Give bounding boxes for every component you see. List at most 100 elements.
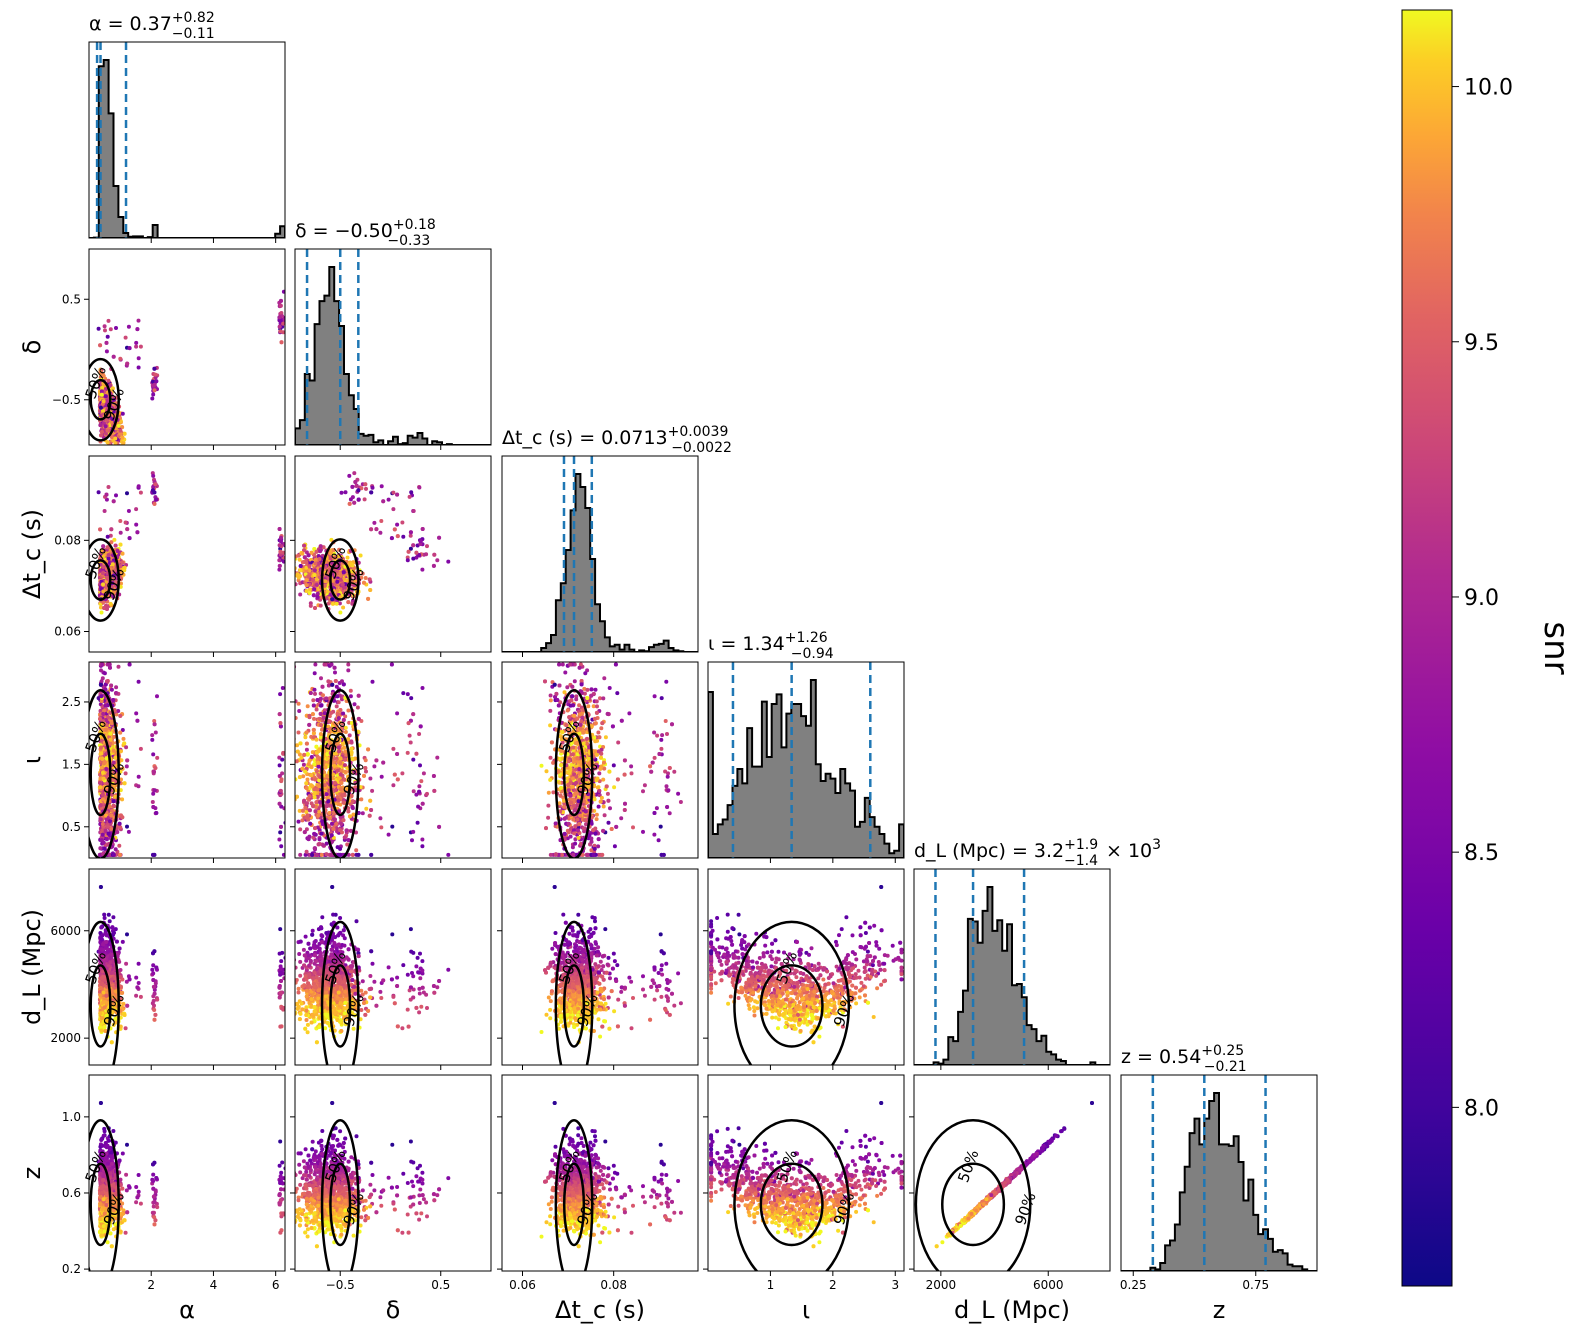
scatter-point <box>152 388 157 393</box>
scatter-point <box>101 399 106 404</box>
scatter-point <box>282 317 285 322</box>
scatter-point <box>101 589 106 594</box>
scatter-point <box>134 522 139 527</box>
scatter-point <box>104 837 109 842</box>
scatter-dtc-vs-delta: 50%90% <box>285 455 492 657</box>
scatter-point <box>318 544 323 549</box>
scatter-point <box>101 565 106 569</box>
scatter-point <box>417 485 422 490</box>
scatter-point <box>282 542 285 546</box>
scatter-point <box>127 536 132 541</box>
histogram-bars <box>89 59 285 238</box>
scatter-delta-vs-alpha: 50%90%−0.50.5 <box>52 248 286 450</box>
scatter-point <box>110 417 115 421</box>
histogram-alpha: α = 0.37+0.82 −0.11 <box>88 10 286 243</box>
scatter-point <box>99 605 103 610</box>
scatter-point <box>295 582 298 587</box>
scatter-point <box>432 552 437 557</box>
scatter-point <box>114 493 118 498</box>
scatter-point <box>315 594 320 599</box>
scatter-point <box>104 575 109 580</box>
scatter-point <box>151 488 155 493</box>
histogram-bars <box>295 266 491 445</box>
scatter-point <box>314 577 319 582</box>
scatter-point <box>391 490 396 495</box>
scatter-point <box>111 397 116 402</box>
scatter-point <box>288 589 292 593</box>
scatter-point <box>323 579 328 584</box>
scatter-point <box>122 431 127 436</box>
scatter-point <box>99 548 104 553</box>
scatter-point <box>314 582 319 587</box>
panel-frame <box>88 455 286 653</box>
scatter-point <box>114 580 119 585</box>
scatter-point <box>296 553 301 558</box>
scatter-point <box>100 429 104 434</box>
scatter-point <box>312 587 317 592</box>
scatter-point <box>279 311 284 315</box>
scatter-point <box>101 600 106 605</box>
scatter-point <box>317 557 322 561</box>
scatter-point <box>111 590 116 595</box>
contour-50 <box>89 559 112 601</box>
scatter-point <box>125 527 130 532</box>
scatter-point <box>411 556 416 561</box>
scatter-point <box>405 558 410 563</box>
scatter-point <box>318 549 323 554</box>
scatter-point <box>98 382 102 387</box>
scatter-point <box>104 492 109 497</box>
scatter-point <box>341 570 346 575</box>
scatter-point <box>111 413 116 418</box>
scatter-point <box>123 520 128 525</box>
scatter-point <box>126 324 131 329</box>
scatter-point <box>279 340 284 345</box>
scatter-point <box>401 534 406 539</box>
scatter-point <box>105 440 110 445</box>
scatter-point <box>285 585 289 589</box>
scatter-point <box>347 473 352 478</box>
scatter-point <box>120 425 125 430</box>
scatter-point <box>136 356 141 361</box>
scatter-point <box>370 485 375 490</box>
scatter-point <box>431 563 436 568</box>
scatter-point <box>135 327 140 332</box>
scatter-point <box>134 507 139 512</box>
scatter-point <box>395 522 400 527</box>
scatter-point <box>308 603 313 608</box>
scatter-point <box>118 519 123 523</box>
panel-frame <box>88 248 286 446</box>
scatter-point <box>364 486 368 491</box>
scatter-point <box>134 344 139 349</box>
scatter-point <box>136 784 141 789</box>
scatter-points <box>96 289 285 445</box>
y-tick-label: 0.06 <box>54 624 81 638</box>
scatter-point <box>105 545 110 550</box>
scatter-point <box>138 490 143 495</box>
scatter-point <box>350 601 355 606</box>
scatter-point <box>153 372 158 377</box>
scatter-point <box>337 601 342 606</box>
panel-frame <box>294 248 492 446</box>
scatter-point <box>298 568 303 573</box>
scatter-point <box>114 326 118 330</box>
scatter-point <box>297 557 302 562</box>
scatter-point <box>391 507 396 512</box>
scatter-point <box>362 497 367 502</box>
scatter-point <box>395 534 400 539</box>
scatter-point <box>111 594 116 599</box>
scatter-point <box>118 542 123 547</box>
scatter-point <box>125 824 129 829</box>
scatter-point <box>100 571 105 576</box>
scatter-point <box>104 399 109 404</box>
scatter-point <box>300 551 305 556</box>
scatter-point <box>295 572 300 577</box>
scatter-point <box>315 591 320 596</box>
scatter-point <box>120 411 125 416</box>
scatter-point <box>106 485 111 489</box>
panel-frame <box>88 41 286 239</box>
scatter-point <box>111 578 116 583</box>
scatter-point <box>120 551 125 556</box>
scatter-point <box>367 577 372 582</box>
scatter-point <box>136 679 141 684</box>
